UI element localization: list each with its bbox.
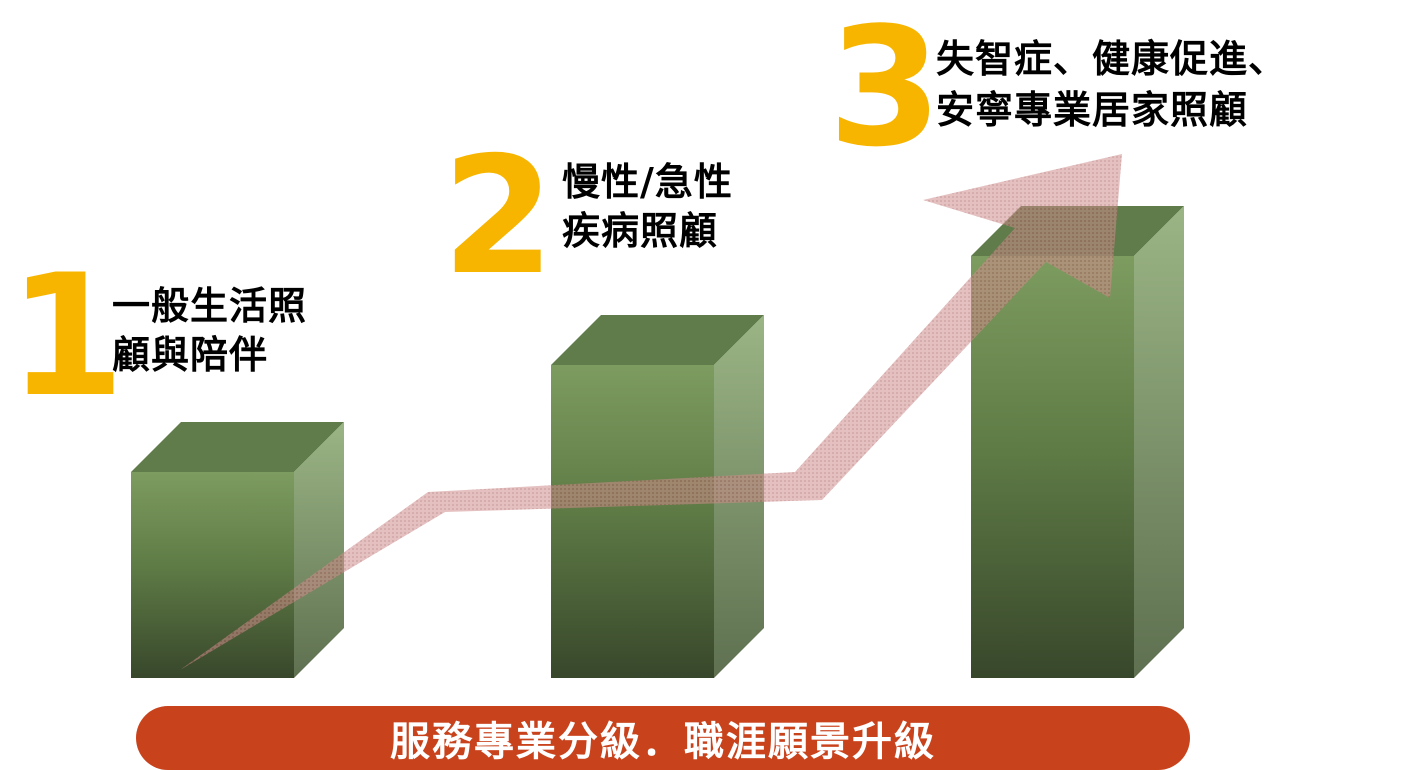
step-1-label-line-2: 顧與陪伴 [112, 332, 269, 377]
bar-step-1 [131, 422, 344, 678]
step-2-number: 2 [442, 123, 555, 311]
step-2-label: 慢性/急性 疾病照顧 [562, 158, 733, 255]
step-3-number: 3 [828, 0, 943, 183]
bar-3-front [971, 256, 1134, 678]
step-3-label-line-1: 失智症、健康促進、 [936, 37, 1288, 81]
bar-2-top [551, 315, 764, 365]
bar-1-side [294, 422, 344, 678]
step-2-label-line-1: 慢性/急性 [562, 160, 733, 204]
rising-arrow-icon [180, 154, 1122, 670]
bar-3-side [1134, 206, 1184, 678]
bar-2-front [551, 365, 714, 678]
bar-1-top [131, 422, 344, 472]
step-2-label-line-2: 疾病照顧 [562, 208, 719, 253]
step-3-label: 失智症、健康促進、 安寧專業居家照顧 [936, 34, 1287, 137]
step-1-number: 1 [8, 238, 125, 434]
bar-1-front [131, 472, 294, 678]
step-3-label-line-2: 安寧專業居家照顧 [936, 88, 1249, 133]
slogan-banner: 服務專業分級．職涯願景升級 [136, 706, 1190, 770]
step-1-label-line-1: 一般生活照 [112, 284, 308, 328]
step-1-label: 一般生活照 顧與陪伴 [112, 282, 307, 379]
slogan-text: 服務專業分級．職涯願景升級 [390, 719, 936, 765]
